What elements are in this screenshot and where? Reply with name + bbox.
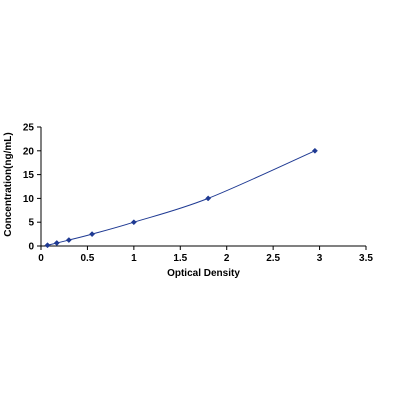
axes <box>37 126 367 250</box>
x-tick-label: 1.5 <box>173 253 187 264</box>
y-tick-label: 15 <box>23 170 35 181</box>
data-point <box>53 240 60 246</box>
data-series <box>44 147 318 249</box>
data-point <box>205 195 212 202</box>
data-point <box>44 242 51 249</box>
y-tick-label: 0 <box>28 242 34 253</box>
data-point <box>130 219 137 226</box>
data-point <box>65 237 72 244</box>
x-tick-label: 2.5 <box>266 253 280 264</box>
tick-labels: 0 0.5 1 1.5 2 2.5 3 3.5 0 5 10 15 20 25 <box>23 123 374 265</box>
y-axis-title: Concentration(ng/mL) <box>3 132 14 236</box>
x-tick-label: 3.5 <box>359 253 373 264</box>
series-curve <box>47 150 316 246</box>
y-tick-label: 25 <box>23 123 35 134</box>
y-tick-label: 10 <box>23 194 35 205</box>
x-tick-label: 0.5 <box>80 253 94 264</box>
x-tick-label: 3 <box>317 253 323 264</box>
y-tick-label: 5 <box>28 218 34 229</box>
x-tick-label: 0 <box>38 253 44 264</box>
data-point <box>89 231 96 238</box>
data-point <box>311 147 318 154</box>
x-tick-label: 1 <box>131 253 137 264</box>
x-tick-label: 2 <box>224 253 230 264</box>
x-axis-title: Optical Density <box>167 268 240 279</box>
y-tick-label: 20 <box>23 146 35 157</box>
